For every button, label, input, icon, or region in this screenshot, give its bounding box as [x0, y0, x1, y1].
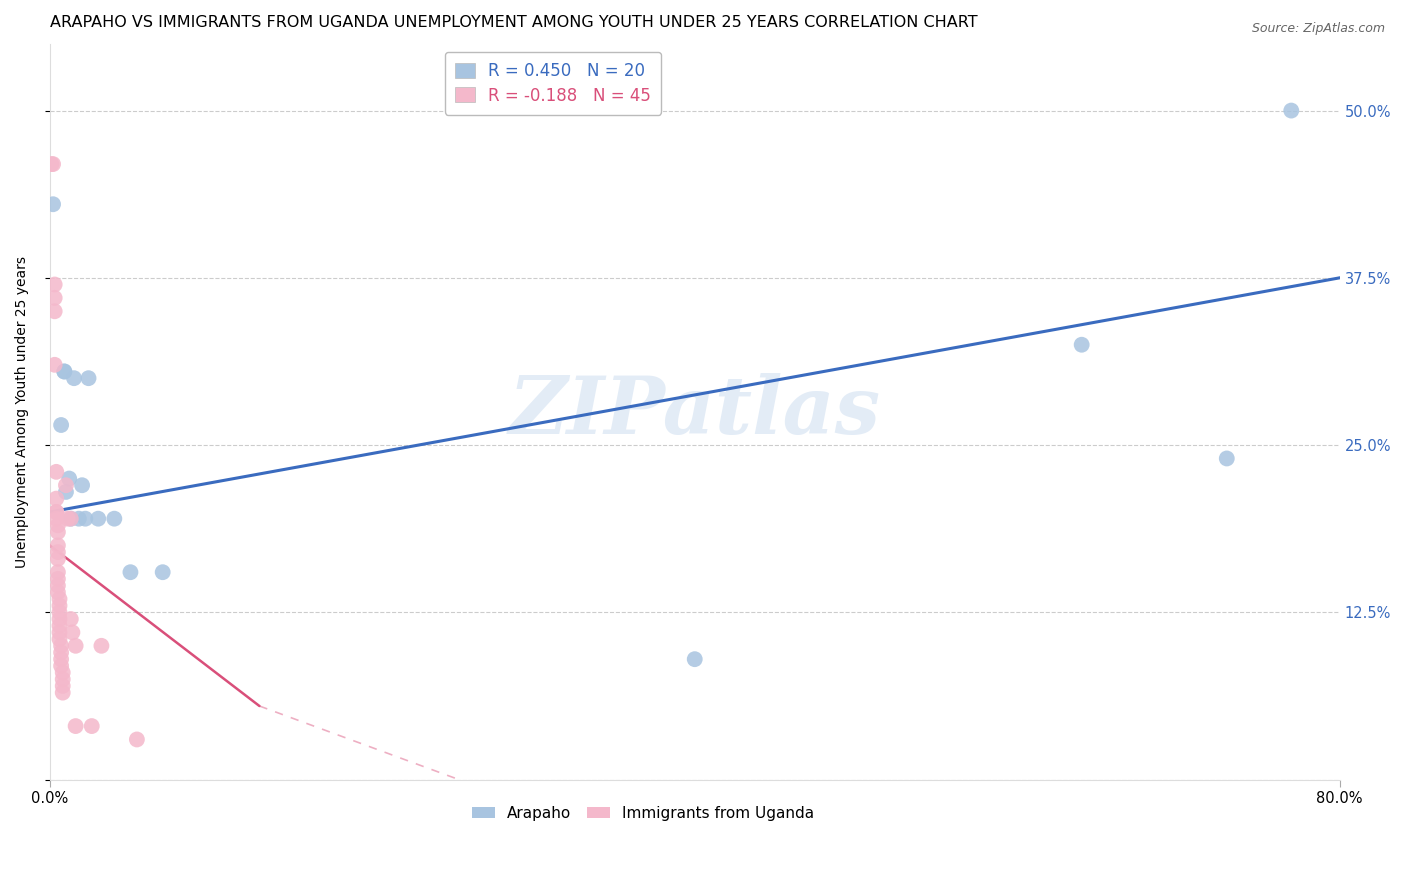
Point: [80, 719, 103, 733]
Point: [44, 291, 66, 305]
Point: [59, 612, 82, 626]
Point: [49, 658, 72, 673]
Point: [59, 511, 82, 525]
Point: [125, 732, 148, 747]
Point: [44, 358, 66, 372]
Point: [49, 639, 72, 653]
Point: [46, 572, 69, 586]
Point: [46, 551, 69, 566]
Point: [42, 197, 65, 211]
Point: [56, 511, 79, 525]
Point: [45, 511, 67, 525]
Point: [46, 585, 69, 599]
Point: [58, 471, 80, 485]
Point: [1216, 451, 1239, 466]
Point: [1070, 337, 1092, 351]
Point: [49, 645, 72, 659]
Point: [52, 672, 75, 686]
Point: [45, 505, 67, 519]
Point: [60, 625, 83, 640]
Point: [48, 612, 70, 626]
Text: ARAPAHO VS IMMIGRANTS FROM UGANDA UNEMPLOYMENT AMONG YOUTH UNDER 25 YEARS CORREL: ARAPAHO VS IMMIGRANTS FROM UGANDA UNEMPL…: [49, 15, 977, 30]
Point: [49, 652, 72, 666]
Point: [70, 478, 93, 492]
Point: [48, 618, 70, 632]
Point: [41, 157, 63, 171]
Point: [152, 565, 174, 579]
Point: [1279, 103, 1302, 118]
Point: [44, 277, 66, 292]
Point: [103, 511, 125, 525]
Point: [55, 478, 77, 492]
Point: [46, 518, 69, 533]
Point: [53, 364, 76, 378]
Point: [48, 632, 70, 646]
Point: [46, 565, 69, 579]
Legend: Arapaho, Immigrants from Uganda: Arapaho, Immigrants from Uganda: [465, 800, 820, 827]
Point: [46, 578, 69, 592]
Point: [63, 371, 86, 385]
Point: [67, 511, 90, 525]
Point: [46, 545, 69, 559]
Point: [48, 625, 70, 640]
Point: [53, 364, 76, 378]
Text: ZIPatlas: ZIPatlas: [509, 373, 880, 450]
Point: [59, 511, 82, 525]
Point: [52, 679, 75, 693]
Point: [52, 665, 75, 680]
Point: [45, 465, 67, 479]
Point: [42, 157, 65, 171]
Point: [45, 505, 67, 519]
Point: [48, 599, 70, 613]
Point: [120, 565, 142, 579]
Point: [46, 524, 69, 539]
Point: [683, 652, 706, 666]
Point: [75, 511, 97, 525]
Point: [65, 639, 87, 653]
Point: [55, 484, 77, 499]
Point: [48, 605, 70, 619]
Point: [49, 417, 72, 432]
Y-axis label: Unemployment Among Youth under 25 years: Unemployment Among Youth under 25 years: [15, 256, 30, 567]
Point: [87, 511, 110, 525]
Point: [77, 371, 100, 385]
Point: [65, 719, 87, 733]
Text: Source: ZipAtlas.com: Source: ZipAtlas.com: [1251, 22, 1385, 36]
Point: [90, 639, 112, 653]
Point: [48, 591, 70, 606]
Point: [52, 685, 75, 699]
Point: [46, 538, 69, 552]
Point: [45, 491, 67, 506]
Point: [44, 304, 66, 318]
